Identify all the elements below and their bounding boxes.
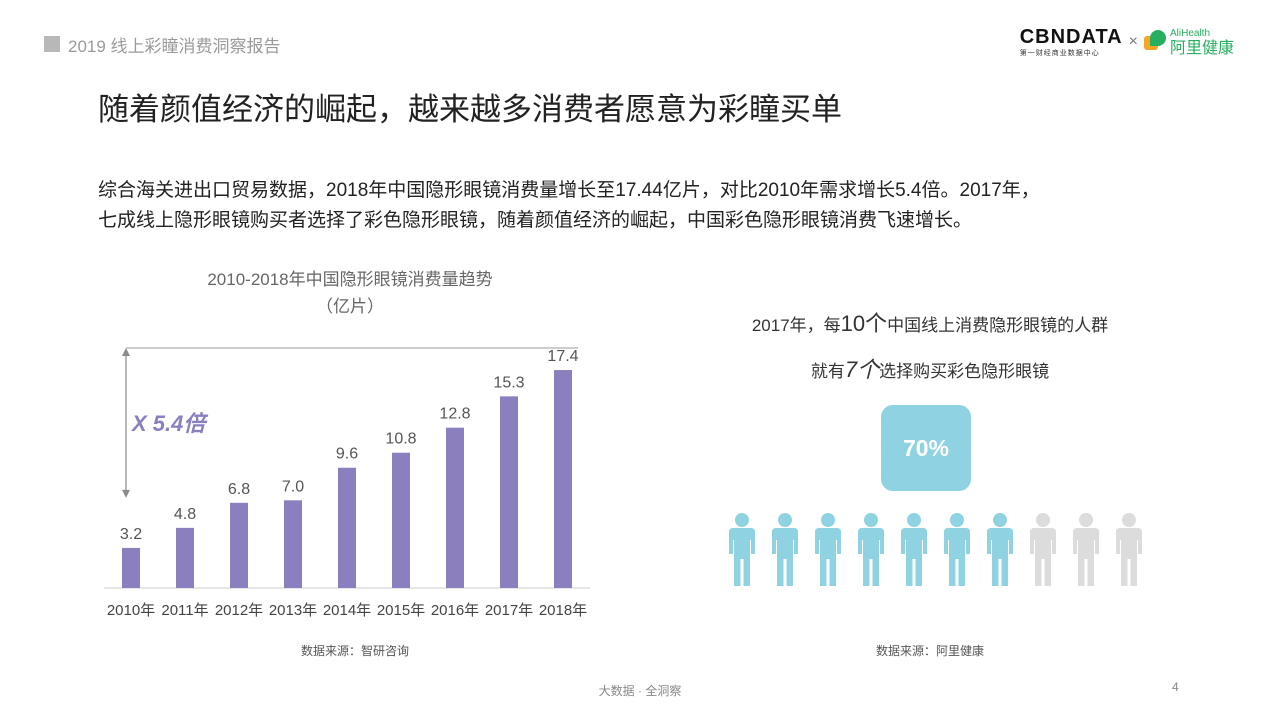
person-highlighted-icon — [898, 512, 930, 588]
bar-2015年 — [392, 452, 410, 588]
bar-value-label: 10.8 — [385, 431, 416, 448]
cbndata-logo-subtext: 第一财经商业数据中心 — [1019, 50, 1100, 57]
bar-2017年 — [500, 396, 518, 588]
growth-arrow-down-icon — [122, 489, 130, 498]
bar-2013年 — [284, 500, 302, 588]
bar-2014年 — [338, 467, 356, 588]
bar-value-label: 4.8 — [174, 506, 196, 523]
chart-title-block: 2010-2018年中国隐形眼镜消费量趋势 （亿片） — [150, 266, 550, 320]
intro-paragraph: 综合海关进出口贸易数据，2018年中国隐形眼镜消费量增长至17.44亿片，对比2… — [98, 176, 1208, 236]
logo-times-sign: × — [1128, 33, 1138, 50]
cbndata-logo-text: CBNDATA — [1019, 26, 1123, 48]
chart-subtitle: （亿片） — [316, 297, 384, 316]
ratio-title2-big: 7个 — [844, 357, 880, 382]
bar-value-label: 3.2 — [120, 526, 142, 543]
bar-value-label: 7.0 — [282, 478, 304, 495]
growth-multiplier-label: X 5.4倍 — [130, 411, 208, 436]
footer-slogan: 大数据 · 全洞察 — [598, 684, 682, 698]
bar-value-label: 9.6 — [336, 446, 358, 463]
person-highlighted-icon — [769, 512, 801, 588]
ratio-title1-post: 中国线上消费隐形眼镜的人群 — [887, 316, 1109, 335]
person-highlighted-icon — [855, 512, 887, 588]
intro-line-1: 综合海关进出口贸易数据，2018年中国隐形眼镜消费量增长至17.44亿片，对比2… — [98, 180, 1040, 201]
source-right: 数据来源：阿里健康 — [875, 644, 984, 658]
person-highlighted-icon — [726, 512, 758, 588]
cbndata-logo: CBNDATA 第一财经商业数据中心 — [1020, 26, 1123, 58]
person-gray-icon — [1070, 512, 1102, 588]
ratio-title-line-2: 就有7个选择购买彩色隐形眼镜 — [700, 352, 1160, 384]
x-tick-label: 2014年 — [323, 602, 371, 619]
bar-value-label: 15.3 — [493, 374, 524, 391]
report-tag: 2019 线上彩瞳消费洞察报告 — [44, 33, 281, 56]
ratio-title2-post: 选择购买彩色隐形眼镜 — [879, 362, 1050, 381]
percent-badge: 70% — [881, 405, 971, 491]
source-left: 数据来源：智研咨询 — [300, 644, 409, 658]
x-tick-label: 2012年 — [215, 602, 263, 619]
person-gray-icon — [1027, 512, 1059, 588]
intro-line-2: 七成线上隐形眼镜购买者选择了彩色隐形眼镜，随着颜值经济的崛起，中国彩色隐形眼镜消… — [98, 210, 973, 231]
bar-value-label: 6.8 — [228, 481, 250, 498]
alihealth-logo-en: AliHealth — [1169, 27, 1211, 39]
people-icon-row — [726, 512, 1145, 588]
ratio-title1-pre: 2017年，每 — [751, 316, 841, 335]
person-highlighted-icon — [984, 512, 1016, 588]
person-highlighted-icon — [812, 512, 844, 588]
x-tick-label: 2016年 — [431, 602, 479, 619]
x-tick-label: 2015年 — [377, 602, 425, 619]
alihealth-logo: AliHealth 阿里健康 — [1143, 27, 1234, 58]
bar-2018年 — [554, 370, 572, 588]
chart-title: 2010-2018年中国隐形眼镜消费量趋势 — [207, 270, 493, 289]
alihealth-logo-cn: 阿里健康 — [1169, 39, 1234, 57]
report-tag-square — [44, 36, 60, 52]
page-number: 4 — [1172, 680, 1179, 694]
alihealth-mark-icon — [1143, 30, 1166, 54]
x-tick-label: 2013年 — [269, 602, 317, 619]
x-tick-label: 2018年 — [539, 602, 587, 619]
bar-value-label: 12.8 — [439, 406, 470, 423]
x-tick-label: 2010年 — [107, 602, 155, 619]
report-tag-text: 2019 线上彩瞳消费洞察报告 — [68, 36, 281, 56]
bar-value-label: 17.4 — [547, 348, 578, 365]
bar-2011年 — [176, 527, 194, 588]
person-highlighted-icon — [941, 512, 973, 588]
ratio-title2-pre: 就有 — [810, 362, 845, 381]
bar-2012年 — [230, 502, 248, 588]
bar-2010年 — [122, 547, 140, 588]
ratio-title-line-1: 2017年，每10个中国线上消费隐形眼镜的人群 — [700, 306, 1160, 338]
page-title: 随着颜值经济的崛起，越来越多消费者愿意为彩瞳买单 — [98, 92, 842, 127]
x-tick-label: 2011年 — [161, 602, 208, 619]
bar-2016年 — [446, 427, 464, 588]
x-tick-label: 2017年 — [485, 602, 533, 619]
consumption-bar-chart: X 5.4倍 3.2 2010年 4.8 2011年 6.8 2012年 7.0 2013年 9… — [104, 347, 590, 619]
person-gray-icon — [1113, 512, 1145, 588]
ratio-title1-big: 10个 — [840, 311, 888, 336]
partner-logos: CBNDATA 第一财经商业数据中心 × AliHealth 阿里健康 — [1020, 26, 1234, 58]
growth-arrow-up-icon — [122, 348, 130, 357]
